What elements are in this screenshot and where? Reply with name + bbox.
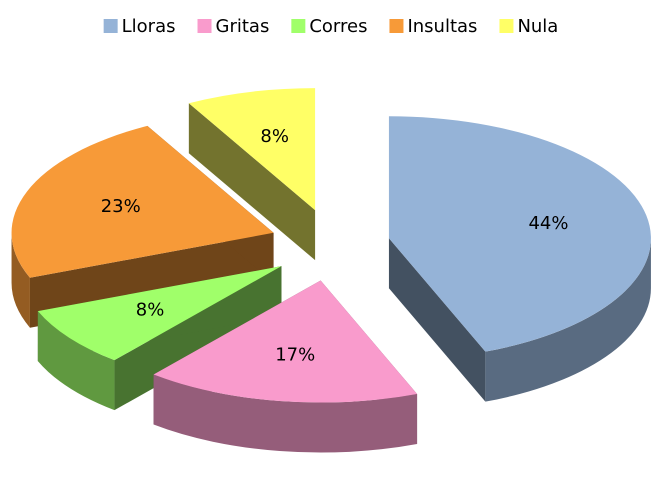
slice-top [37,266,282,361]
pie [11,88,651,453]
slice-wall [37,311,115,411]
legend-swatch [291,19,306,33]
slice-top [388,116,651,352]
slice-top [11,125,274,278]
data-label: 44% [528,213,568,234]
data-label: 8% [260,126,289,147]
slice [37,266,282,411]
slice [388,116,651,402]
slice-side [188,103,316,261]
slice-top [153,280,418,403]
slice-wall [485,238,651,402]
legend-label: Corres [309,16,367,37]
legend-swatch [197,19,212,33]
legend: Lloras Gritas Corres Insultas Nula [103,16,558,37]
data-label: 17% [275,344,315,365]
legend-swatch [499,19,514,33]
slice [188,88,316,261]
slice-top [188,88,316,211]
slice-wall [153,374,418,453]
legend-swatch [389,19,404,33]
data-labels: 44% 17% 8% 23% 8% [101,126,569,365]
legend-label: Nula [517,16,558,37]
legend-label: Lloras [122,16,176,37]
legend-label: Insultas [407,16,477,37]
slice-wall [11,232,30,328]
slice [153,280,418,453]
data-label: 23% [101,196,141,217]
legend-label: Gritas [216,16,270,37]
slice-side [388,238,486,402]
legend-swatch [103,19,118,33]
data-label: 8% [136,300,165,321]
